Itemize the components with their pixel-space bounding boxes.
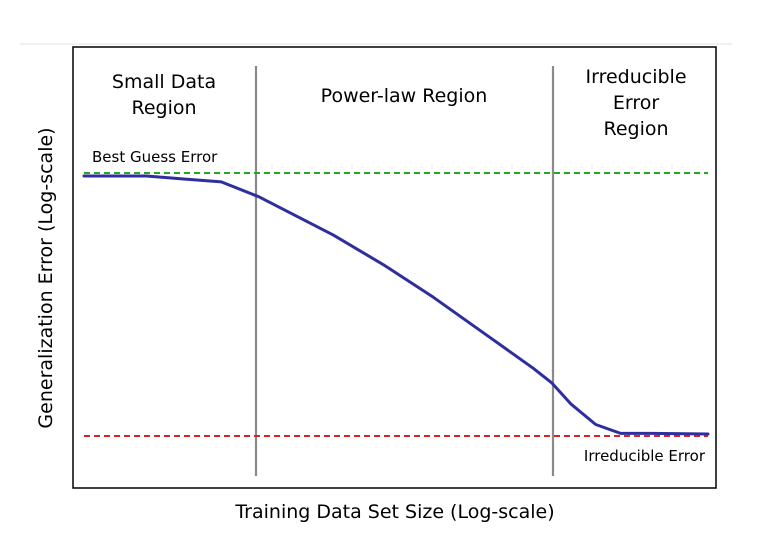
series-layer [82,174,710,436]
x-axis-label: Training Data Set Size (Log-scale) [234,501,554,523]
region-label-1: Small Data Region [112,71,216,119]
plot-frame [72,46,717,489]
reference-lines: Best Guess Error Irreducible Error [84,148,708,465]
region-label-2: Power-law Region [321,85,488,107]
y-axis-label: Generalization Error (Log-scale) [35,127,57,428]
region-label-3: Irreducible Error Region [585,66,686,140]
reference-label-1: Best Guess Error [92,148,218,166]
region-boundaries [254,66,555,476]
series-line-1 [82,174,710,436]
reference-label-2: Irreducible Error [584,447,706,465]
top-rule [20,43,732,45]
region-labels: Small Data Region Power-law Region Irreduci… [112,66,687,140]
